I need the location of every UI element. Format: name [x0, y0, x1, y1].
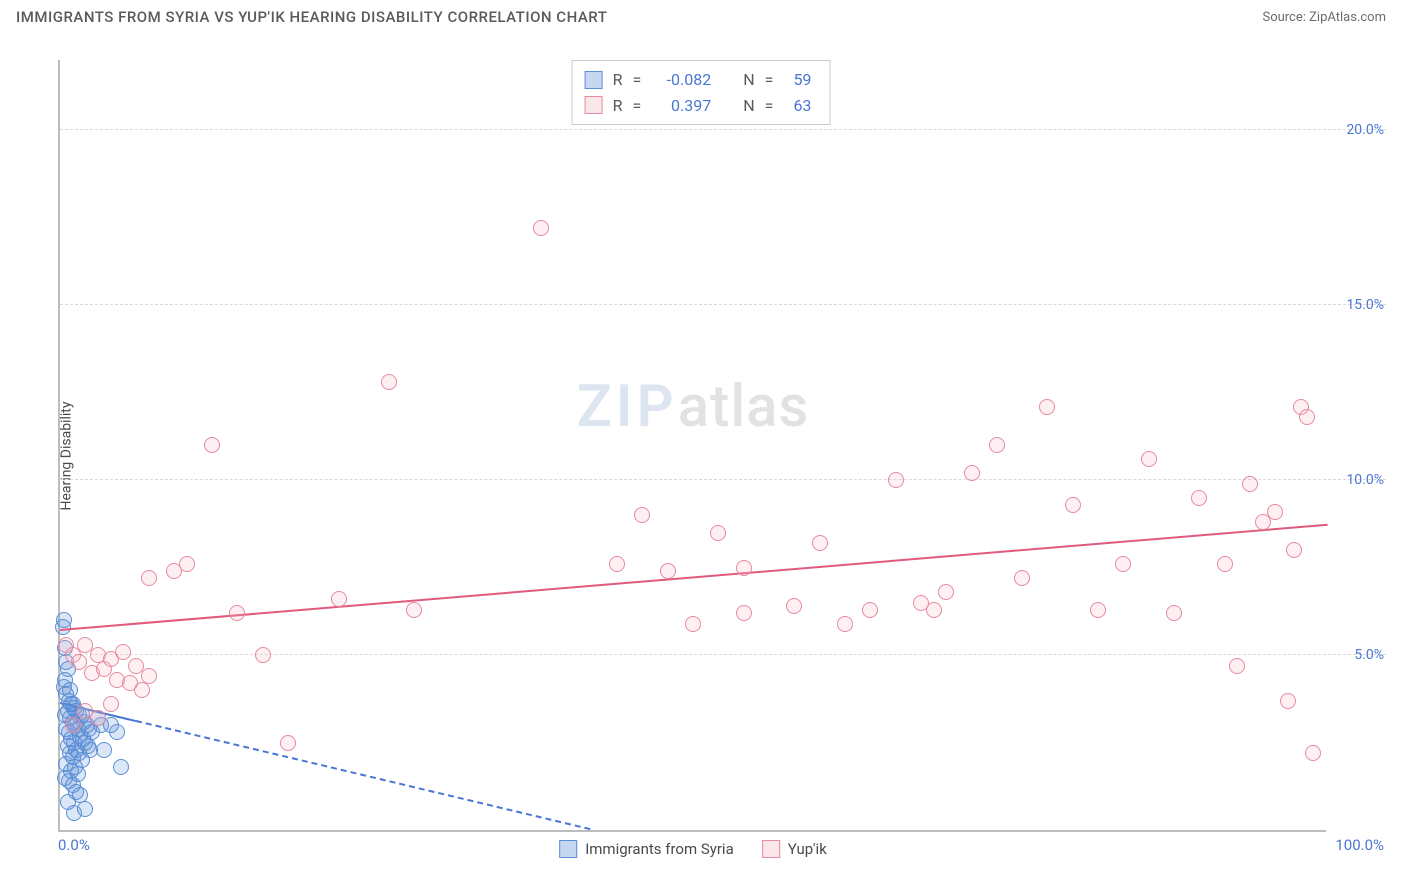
- data-point-yupik: [964, 465, 980, 481]
- data-point-syria: [113, 759, 129, 775]
- data-point-yupik: [862, 602, 878, 618]
- plot-area: ZIPatlas Immigrants from SyriaYup'ik 5.0…: [58, 60, 1326, 832]
- data-point-yupik: [204, 437, 220, 453]
- data-point-yupik: [1039, 399, 1055, 415]
- legend-item-syria: Immigrants from Syria: [559, 840, 734, 858]
- data-point-yupik: [103, 696, 119, 712]
- stat-n-value-yupik: 63: [783, 93, 811, 119]
- stats-row-syria: R=-0.082N=59: [585, 67, 812, 93]
- data-point-yupik: [280, 735, 296, 751]
- gridline-h: [60, 479, 1386, 480]
- data-point-yupik: [179, 556, 195, 572]
- legend-item-yupik: Yup'ik: [762, 840, 827, 858]
- data-point-yupik: [1229, 658, 1245, 674]
- data-point-yupik: [90, 710, 106, 726]
- data-point-yupik: [926, 602, 942, 618]
- watermark-part1: ZIP: [577, 373, 678, 441]
- stat-r-label: R: [613, 93, 623, 119]
- watermark-part2: atlas: [678, 373, 809, 441]
- stat-r-value-yupik: 0.397: [651, 93, 711, 119]
- source-link[interactable]: ZipAtlas.com: [1309, 10, 1386, 25]
- data-point-yupik: [406, 602, 422, 618]
- data-point-yupik: [141, 668, 157, 684]
- data-point-yupik: [1090, 602, 1106, 618]
- data-point-yupik: [1242, 476, 1258, 492]
- x-tick-label: 100.0%: [1335, 836, 1384, 854]
- x-tick-label: 0.0%: [58, 836, 90, 854]
- data-point-yupik: [1299, 409, 1315, 425]
- stat-n-label: N: [743, 93, 754, 119]
- trend-line-syria-extrapolated: [136, 720, 591, 830]
- legend-swatch-syria: [585, 71, 603, 89]
- data-point-yupik: [331, 591, 347, 607]
- series-legend: Immigrants from Syria Yup'ik: [559, 840, 827, 858]
- data-point-yupik: [710, 525, 726, 541]
- data-point-yupik: [255, 647, 271, 663]
- y-tick-label: 5.0%: [1354, 647, 1384, 663]
- data-point-yupik: [141, 570, 157, 586]
- source-attribution: Source: ZipAtlas.com: [1262, 10, 1386, 25]
- data-point-yupik: [1141, 451, 1157, 467]
- legend-label-syria: Immigrants from Syria: [585, 840, 734, 858]
- data-point-yupik: [1115, 556, 1131, 572]
- y-tick-label: 20.0%: [1346, 122, 1384, 138]
- legend-swatch-yupik: [762, 840, 780, 858]
- stats-row-yupik: R=0.397N=63: [585, 93, 812, 119]
- data-point-yupik: [837, 616, 853, 632]
- data-point-yupik: [1166, 605, 1182, 621]
- data-point-yupik: [381, 374, 397, 390]
- data-point-syria: [109, 724, 125, 740]
- data-point-yupik: [1191, 490, 1207, 506]
- data-point-yupik: [660, 563, 676, 579]
- data-point-yupik: [989, 437, 1005, 453]
- data-point-yupik: [1305, 745, 1321, 761]
- data-point-yupik: [65, 717, 81, 733]
- legend-swatch-syria: [559, 840, 577, 858]
- data-point-yupik: [1286, 542, 1302, 558]
- data-point-yupik: [634, 507, 650, 523]
- data-point-yupik: [888, 472, 904, 488]
- data-point-yupik: [115, 644, 131, 660]
- stats-legend: R=-0.082N=59R=0.397N=63: [572, 60, 831, 125]
- data-point-yupik: [1014, 570, 1030, 586]
- y-tick-label: 15.0%: [1346, 297, 1384, 313]
- data-point-yupik: [1217, 556, 1233, 572]
- chart-title: IMMIGRANTS FROM SYRIA VS YUP'IK HEARING …: [16, 8, 607, 26]
- stat-n-label: N: [743, 67, 754, 93]
- data-point-syria: [66, 805, 82, 821]
- gridline-h: [60, 304, 1386, 305]
- data-point-yupik: [736, 605, 752, 621]
- source-prefix: Source:: [1262, 10, 1309, 25]
- data-point-yupik: [609, 556, 625, 572]
- trend-line-yupik: [60, 523, 1328, 630]
- data-point-yupik: [685, 616, 701, 632]
- data-point-syria: [96, 742, 112, 758]
- stat-r-value-syria: -0.082: [651, 67, 711, 93]
- stat-r-label: R: [613, 67, 623, 93]
- data-point-yupik: [938, 584, 954, 600]
- data-point-yupik: [812, 535, 828, 551]
- data-point-yupik: [1065, 497, 1081, 513]
- legend-swatch-yupik: [585, 96, 603, 114]
- data-point-yupik: [229, 605, 245, 621]
- data-point-yupik: [786, 598, 802, 614]
- data-point-yupik: [1267, 504, 1283, 520]
- gridline-h: [60, 129, 1386, 130]
- y-tick-label: 10.0%: [1346, 472, 1384, 488]
- watermark: ZIPatlas: [577, 373, 809, 441]
- chart-container: Hearing Disability R=-0.082N=59R=0.397N=…: [16, 40, 1386, 872]
- data-point-syria: [56, 612, 72, 628]
- legend-label-yupik: Yup'ik: [788, 840, 827, 858]
- data-point-yupik: [134, 682, 150, 698]
- data-point-syria: [57, 770, 73, 786]
- stat-n-value-syria: 59: [783, 67, 811, 93]
- data-point-yupik: [533, 220, 549, 236]
- chart-header: IMMIGRANTS FROM SYRIA VS YUP'IK HEARING …: [0, 0, 1406, 30]
- data-point-yupik: [736, 560, 752, 576]
- data-point-yupik: [1280, 693, 1296, 709]
